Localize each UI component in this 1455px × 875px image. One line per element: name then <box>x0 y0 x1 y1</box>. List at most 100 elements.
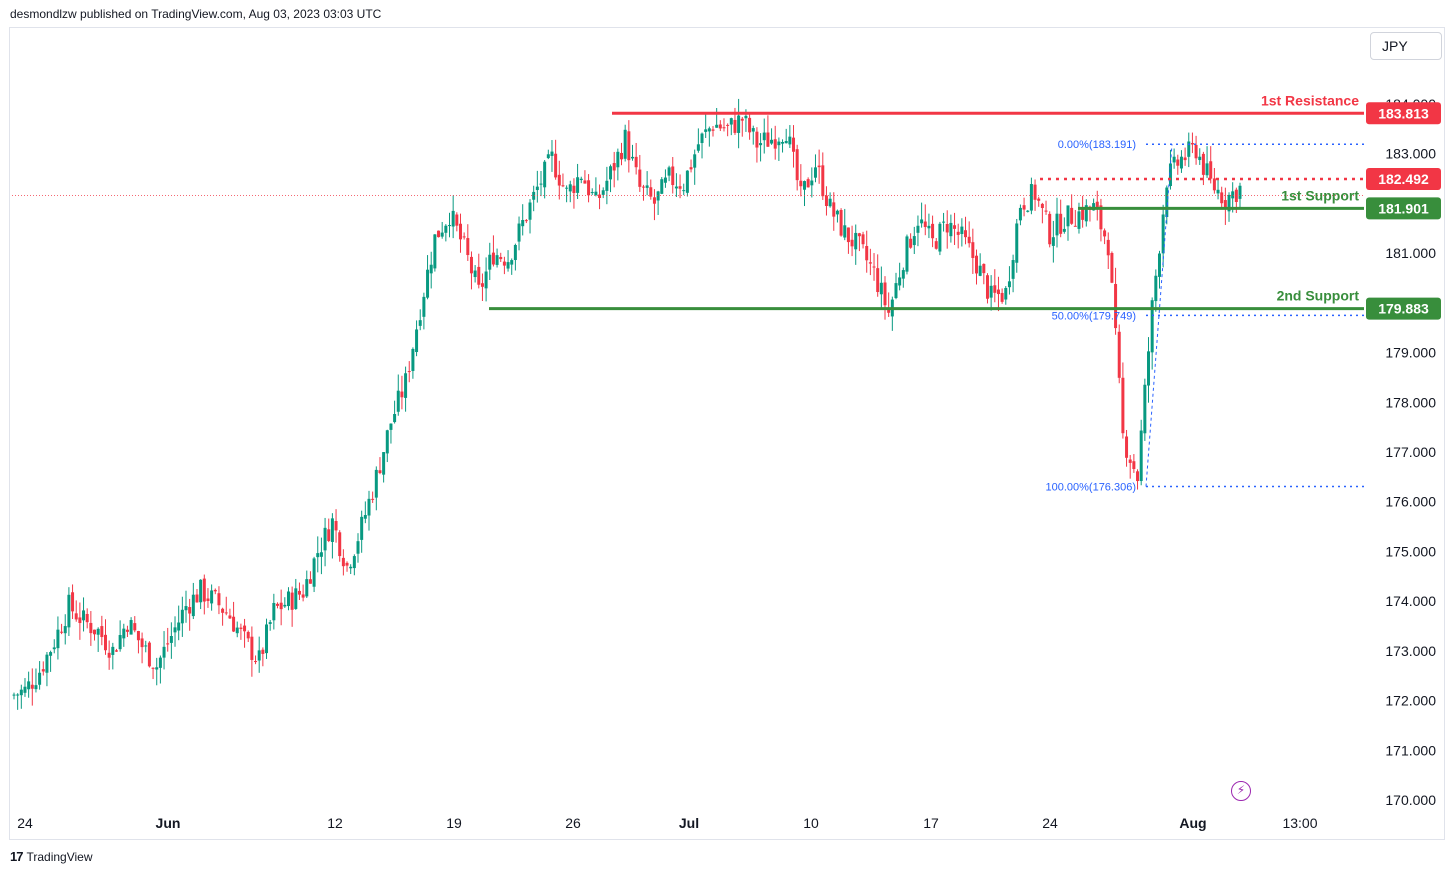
candle-body <box>1011 260 1015 279</box>
candle-body <box>817 165 821 168</box>
candle-body <box>865 245 869 261</box>
resistance-name-label: 1st Resistance <box>1261 92 1359 108</box>
candle-body <box>1234 189 1238 203</box>
candle-body <box>23 686 27 693</box>
candle-body <box>510 260 514 265</box>
candle-body <box>532 191 536 200</box>
candle-body <box>12 694 16 696</box>
candle-body <box>1194 144 1198 159</box>
candle-body <box>1048 213 1052 245</box>
candle-body <box>1132 461 1136 470</box>
candle-body <box>1015 223 1019 263</box>
candle-body <box>49 652 53 656</box>
candle-body <box>993 285 997 293</box>
candle-body <box>213 589 217 592</box>
candle-body <box>821 165 825 197</box>
candle-body <box>437 230 441 238</box>
candle-body <box>319 552 323 557</box>
candle-body <box>96 628 100 635</box>
candle-body <box>60 631 64 633</box>
candle-body <box>352 556 356 569</box>
candle-body <box>1150 300 1154 353</box>
candle-body <box>286 591 290 607</box>
candle-body <box>345 562 349 566</box>
candle-body <box>217 593 221 606</box>
candle-body <box>956 231 960 235</box>
candle-body <box>407 371 411 373</box>
candle-body <box>393 413 397 423</box>
candle-body <box>916 225 920 233</box>
candle-body <box>927 225 931 229</box>
candle-body <box>272 602 276 621</box>
candle-body <box>1238 185 1242 199</box>
candle-body <box>480 283 484 287</box>
candle-body <box>799 180 803 187</box>
y-tick-label: 171.000 <box>1385 742 1436 758</box>
candle-body <box>1176 159 1180 166</box>
candle-body <box>1165 187 1169 217</box>
candle-body <box>177 622 181 631</box>
price-badge <box>1366 297 1441 320</box>
candle-body <box>1205 163 1209 176</box>
candle-body <box>762 132 766 141</box>
candle-body <box>330 518 334 542</box>
candle-body <box>1223 200 1227 208</box>
x-tick-label: 17 <box>923 815 939 831</box>
candle-body <box>133 623 137 631</box>
candle-body <box>945 224 949 233</box>
candle-body <box>411 348 415 371</box>
candle-body <box>89 622 93 634</box>
candle-body <box>931 223 935 239</box>
candle-body <box>682 190 686 192</box>
candle-body <box>1062 228 1066 232</box>
currency-selector[interactable]: JPY <box>1370 32 1442 60</box>
lightning-icon[interactable]: ⚡ <box>1231 781 1251 801</box>
candle-body <box>107 652 111 658</box>
candle-body <box>334 521 338 531</box>
candle-body <box>846 227 850 243</box>
candle-body <box>1095 201 1099 209</box>
candle-body <box>1117 331 1121 378</box>
candle-body <box>473 270 477 278</box>
y-tick-label: 173.000 <box>1385 643 1436 659</box>
candle-body <box>887 307 891 313</box>
fib-level-label: 50.00%(179.749) <box>1052 310 1136 322</box>
candle-body <box>404 373 408 398</box>
candle-body <box>1198 156 1202 161</box>
tradingview-logo[interactable]: 17 TradingView <box>10 849 93 864</box>
candle-body <box>1103 230 1107 237</box>
candle-body <box>638 169 642 187</box>
candle-body <box>312 558 316 587</box>
candle-body <box>254 661 258 663</box>
candle-body <box>985 275 989 299</box>
candle-body <box>557 174 561 186</box>
candle-body <box>283 604 287 607</box>
candle-body <box>971 242 975 258</box>
candle-body <box>415 329 419 353</box>
candle-body <box>275 603 279 606</box>
candle-body <box>1231 191 1235 199</box>
candle-body <box>111 646 115 655</box>
candle-body <box>433 234 437 269</box>
candle-body <box>52 647 56 650</box>
candle-body <box>788 136 792 145</box>
candle-body <box>513 244 517 261</box>
candle-body <box>854 232 858 250</box>
candle-body <box>294 588 298 609</box>
candle-body <box>1179 156 1183 169</box>
candle-body <box>1157 253 1161 277</box>
candle-body <box>1183 157 1187 161</box>
candle-body <box>685 170 689 193</box>
candle-body <box>155 667 159 670</box>
candle-body <box>166 643 170 645</box>
candle-body <box>587 180 591 196</box>
candle-body <box>235 627 239 634</box>
candle-body <box>140 638 144 648</box>
y-tick-label: 170.000 <box>1385 792 1436 808</box>
candle-body <box>876 268 880 293</box>
candle-body <box>645 185 649 188</box>
candle-body <box>1092 203 1096 211</box>
candle-body <box>696 144 700 151</box>
candle-body <box>744 115 748 119</box>
